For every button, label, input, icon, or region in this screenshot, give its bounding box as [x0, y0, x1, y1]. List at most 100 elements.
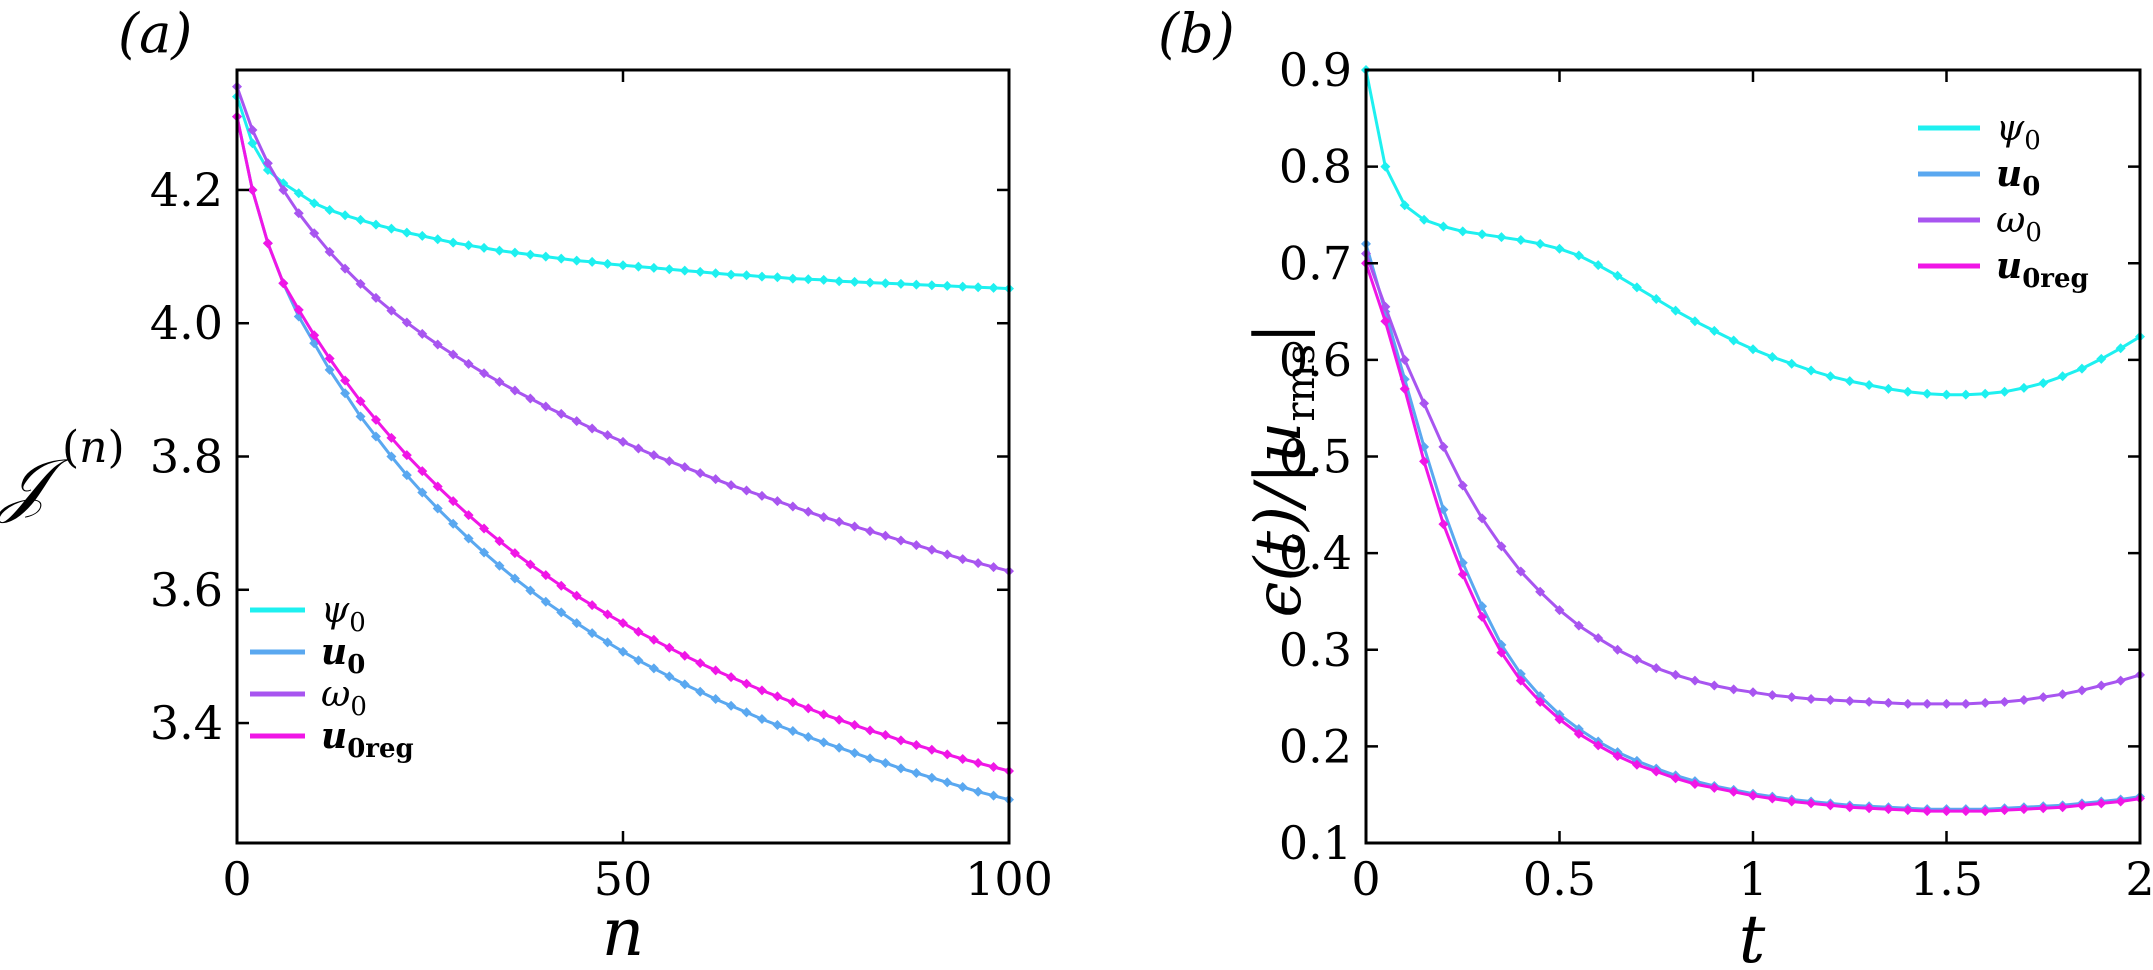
data-point [293, 188, 304, 199]
data-point [2057, 802, 2068, 813]
data-point [1438, 221, 1449, 232]
data-point [849, 521, 860, 532]
data-point [1825, 371, 1836, 382]
data-point [602, 258, 613, 269]
data-point [540, 401, 551, 412]
data-point [340, 210, 351, 221]
data-point [479, 368, 490, 379]
data-point [1651, 766, 1662, 777]
legend-label: u0 [321, 631, 365, 680]
data-point [401, 450, 412, 461]
data-point [973, 758, 984, 769]
data-point [834, 276, 845, 287]
data-point [803, 732, 814, 743]
data-point [432, 339, 443, 350]
data-point [710, 665, 721, 676]
data-point [2018, 804, 2029, 815]
series-2 [1361, 248, 2145, 709]
x-tick-label: 0 [222, 852, 251, 906]
data-point [1902, 386, 1913, 397]
data-point [2076, 800, 2087, 811]
y-tick-label: 0.6 [1279, 333, 1352, 387]
data-point [618, 646, 628, 657]
y-tick-label: 0.3 [1279, 623, 1352, 677]
data-point [1902, 805, 1913, 816]
data-point [386, 305, 397, 316]
data-point [1612, 644, 1623, 655]
data-point [494, 536, 505, 547]
data-point [479, 242, 490, 253]
data-point [587, 423, 598, 434]
data-point [262, 158, 273, 169]
data-point [324, 246, 335, 257]
data-point [1554, 714, 1565, 725]
data-point [540, 570, 551, 581]
data-point [648, 634, 659, 645]
data-point [741, 270, 752, 281]
panel-a-x-axis-label: n [602, 894, 645, 970]
data-point [1999, 386, 2010, 397]
data-point [1709, 325, 1720, 336]
data-point [865, 526, 876, 537]
data-point [664, 456, 675, 467]
data-point [1999, 696, 2010, 707]
data-point [278, 184, 289, 195]
data-point [695, 686, 706, 697]
data-point [756, 714, 767, 725]
y-tick-label: 0.4 [1279, 526, 1352, 580]
panel-a-plot-frame [235, 68, 1011, 845]
legend-item: ω0 [1918, 200, 2042, 248]
data-point [2038, 378, 2049, 389]
y-tick-label: 0.2 [1279, 719, 1352, 773]
data-point [386, 223, 397, 234]
panel-a-y-axis-label: 𝒥 (n) [0, 422, 125, 525]
panel-a-y-axis-label-superscript: (n) [62, 422, 125, 473]
data-point [417, 230, 428, 241]
data-point [679, 462, 690, 473]
data-point [926, 744, 937, 755]
legend-label: ψ0 [1996, 108, 2041, 156]
data-point [1573, 620, 1584, 631]
panel-b-series [1361, 65, 2145, 817]
data-point [1651, 663, 1662, 674]
series-line [235, 96, 1010, 291]
data-point [1806, 694, 1817, 705]
data-point [1496, 232, 1507, 243]
data-point [973, 282, 984, 293]
data-point [1670, 669, 1681, 680]
data-point [1864, 803, 1875, 814]
data-point [293, 304, 304, 315]
data-point [895, 278, 906, 289]
data-point [417, 466, 428, 477]
data-point [818, 274, 829, 285]
data-point [1999, 805, 2010, 816]
data-point [1496, 541, 1507, 552]
data-point [1535, 238, 1546, 249]
data-point [417, 487, 428, 498]
data-point [401, 227, 412, 238]
y-tick-label: 0.7 [1279, 236, 1352, 290]
data-point [2038, 803, 2049, 814]
data-point [818, 512, 829, 523]
data-point [942, 549, 953, 560]
data-point [1496, 647, 1507, 658]
y-tick-label: 4.0 [150, 296, 223, 350]
data-point [509, 548, 520, 559]
data-point [834, 742, 845, 753]
y-tick-label: 0.5 [1279, 430, 1352, 484]
data-point [1728, 335, 1739, 346]
data-point [1380, 161, 1391, 172]
legend-item: ω0 [250, 674, 367, 722]
data-point [803, 703, 814, 714]
data-point [710, 268, 721, 279]
series-3 [232, 111, 1014, 777]
data-point [293, 208, 304, 219]
data-point [1515, 235, 1526, 246]
data-point [1767, 690, 1778, 701]
data-point [849, 720, 860, 731]
data-point [602, 430, 613, 441]
data-point [463, 240, 474, 251]
data-point [1515, 675, 1526, 686]
data-point [1709, 782, 1720, 793]
data-point [1922, 806, 1933, 817]
